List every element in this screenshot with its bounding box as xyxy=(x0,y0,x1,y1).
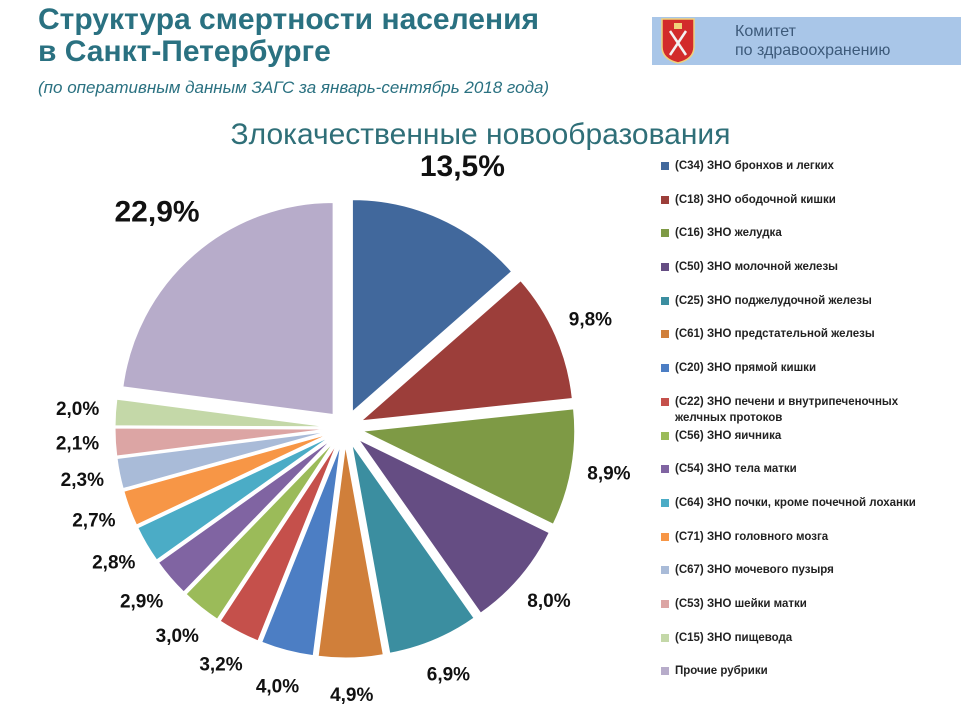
pie-slice xyxy=(122,201,334,416)
legend-label: (С15) ЗНО пищевода xyxy=(675,631,793,644)
legend-label: (С53) ЗНО шейки матки xyxy=(675,597,807,610)
data-label: 2,9% xyxy=(120,592,163,613)
legend-swatch xyxy=(661,465,669,474)
legend-swatch xyxy=(661,667,669,676)
legend-label: (С20) ЗНО прямой кишки xyxy=(675,362,817,375)
legend-item: (С15) ЗНО пищевода xyxy=(661,630,951,664)
pie-slice xyxy=(116,431,328,490)
committee-name: Комитет по здравоохранению xyxy=(735,22,890,60)
legend-item: (С16) ЗНО желудка xyxy=(661,225,951,259)
pie-slice xyxy=(114,398,328,428)
legend-item: (С18) ЗНО ободочной кишки xyxy=(661,192,951,226)
legend-item: Прочие рубрики xyxy=(661,663,951,697)
legend-swatch xyxy=(661,633,669,642)
legend-swatch xyxy=(661,364,669,373)
page-subtitle: (по оперативным данным ЗАГС за январь-се… xyxy=(38,78,550,97)
pie-slice xyxy=(351,444,475,654)
legend-item: (С25) ЗНО поджелудочной железы xyxy=(661,293,951,327)
data-label: 4,0% xyxy=(256,676,299,697)
legend-item: (С71) ЗНО головного мозга xyxy=(661,529,951,563)
legend-label: (С64) ЗНО почки, кроме почечной лоханки xyxy=(675,496,916,509)
legend-swatch xyxy=(661,566,669,575)
legend-swatch xyxy=(661,229,669,238)
pie-slice xyxy=(219,443,338,642)
pie-chart: 13,5% 9,8% 8,9% 8,0% 6,9% 4,9% 4,0% 3,2%3,0% 2,9… xyxy=(56,150,631,706)
data-label: 8,9% xyxy=(587,464,630,485)
legend-item: (С22) ЗНО печени и внутрипеченочных желч… xyxy=(661,394,951,428)
legend-label: (С34) ЗНО бронхов и легких xyxy=(675,160,834,172)
legend-item: (С53) ЗНО шейки матки xyxy=(661,596,951,630)
data-label: 2,8% xyxy=(92,552,135,573)
pie-slice xyxy=(123,433,329,526)
committee-name-line1: Комитет xyxy=(735,23,796,40)
legend-label: (С54) ЗНО тела матки xyxy=(675,463,797,476)
chart-legend: (С34) ЗНО бронхов и легких (С18) ЗНО обод… xyxy=(661,158,951,697)
legend-swatch xyxy=(661,296,669,305)
legend-swatch xyxy=(661,532,669,541)
legend-swatch xyxy=(661,599,669,608)
legend-swatch xyxy=(661,263,669,272)
chart-title: Злокачественные новообразования xyxy=(230,118,731,151)
committee-name-line2: по здравоохранению xyxy=(735,42,891,59)
legend-item: (С67) ЗНО мочевого пузыря xyxy=(661,562,951,596)
page-title-line2: в Санкт-Петербурге xyxy=(38,35,331,68)
legend-item: (С56) ЗНО яичника xyxy=(661,428,951,462)
pie-slice xyxy=(317,445,384,659)
data-label: 2,7% xyxy=(72,511,115,532)
data-label: 22,9% xyxy=(115,196,200,229)
data-label: 9,8% xyxy=(569,309,612,330)
data-label: 13,5% xyxy=(420,150,505,183)
data-label: 2,3% xyxy=(61,470,104,491)
legend-label: (С22) ЗНО печени и внутрипеченочных желч… xyxy=(675,395,899,424)
legend-label: (С67) ЗНО мочевого пузыря xyxy=(675,564,834,577)
legend-label: (С18) ЗНО ободочной кишки xyxy=(675,193,836,206)
legend-label: (С71) ЗНО головного мозга xyxy=(675,530,829,543)
legend-swatch xyxy=(661,397,669,406)
page-title: Структура смертности населения в Санкт-П… xyxy=(38,4,539,68)
legend-swatch xyxy=(661,162,669,170)
legend-label: (С50) ЗНО молочной железы xyxy=(675,261,838,274)
page-title-line1: Структура смертности населения xyxy=(38,3,540,36)
legend-item: (С20) ЗНО прямой кишки xyxy=(661,360,951,394)
pie-slice xyxy=(185,441,335,620)
legend-label: (С25) ЗНО поджелудочной железы xyxy=(675,294,872,307)
pie-slice xyxy=(359,279,573,422)
pie-slice xyxy=(137,436,330,561)
data-label: 4,9% xyxy=(330,685,373,706)
legend-swatch xyxy=(661,330,669,339)
legend-swatch xyxy=(661,498,669,507)
data-label: 6,9% xyxy=(427,664,470,685)
legend-swatch xyxy=(661,195,669,204)
legend-item: (С34) ЗНО бронхов и легких xyxy=(661,158,951,192)
legend-label: (С16) ЗНО желудка xyxy=(675,227,782,240)
pie-slice xyxy=(157,439,332,593)
pie-slice xyxy=(351,199,513,413)
legend-item: (С61) ЗНО предстательной железы xyxy=(661,326,951,360)
legend-label: Прочие рубрики xyxy=(675,665,768,678)
coat-of-arms-icon xyxy=(661,18,695,64)
legend-item: (С64) ЗНО почки, кроме почечной лоханки xyxy=(661,495,951,529)
committee-badge: Комитет по здравоохранению xyxy=(652,17,961,65)
data-label: 3,2% xyxy=(199,655,242,676)
pie-slice xyxy=(261,445,341,657)
data-label: 8,0% xyxy=(527,591,570,612)
legend-label: (С61) ЗНО предстательной железы xyxy=(675,328,875,341)
data-label: 2,1% xyxy=(56,433,99,454)
legend-swatch xyxy=(661,431,669,440)
pie-slice xyxy=(114,427,328,457)
legend-item: (С50) ЗНО молочной железы xyxy=(661,259,951,293)
pie-slice xyxy=(360,408,576,525)
legend-label: (С56) ЗНО яичника xyxy=(675,429,782,442)
legend-item: (С54) ЗНО тела матки xyxy=(661,461,951,495)
data-label: 3,0% xyxy=(156,626,199,647)
pie-slice xyxy=(358,439,550,614)
data-label: 2,0% xyxy=(56,399,99,420)
